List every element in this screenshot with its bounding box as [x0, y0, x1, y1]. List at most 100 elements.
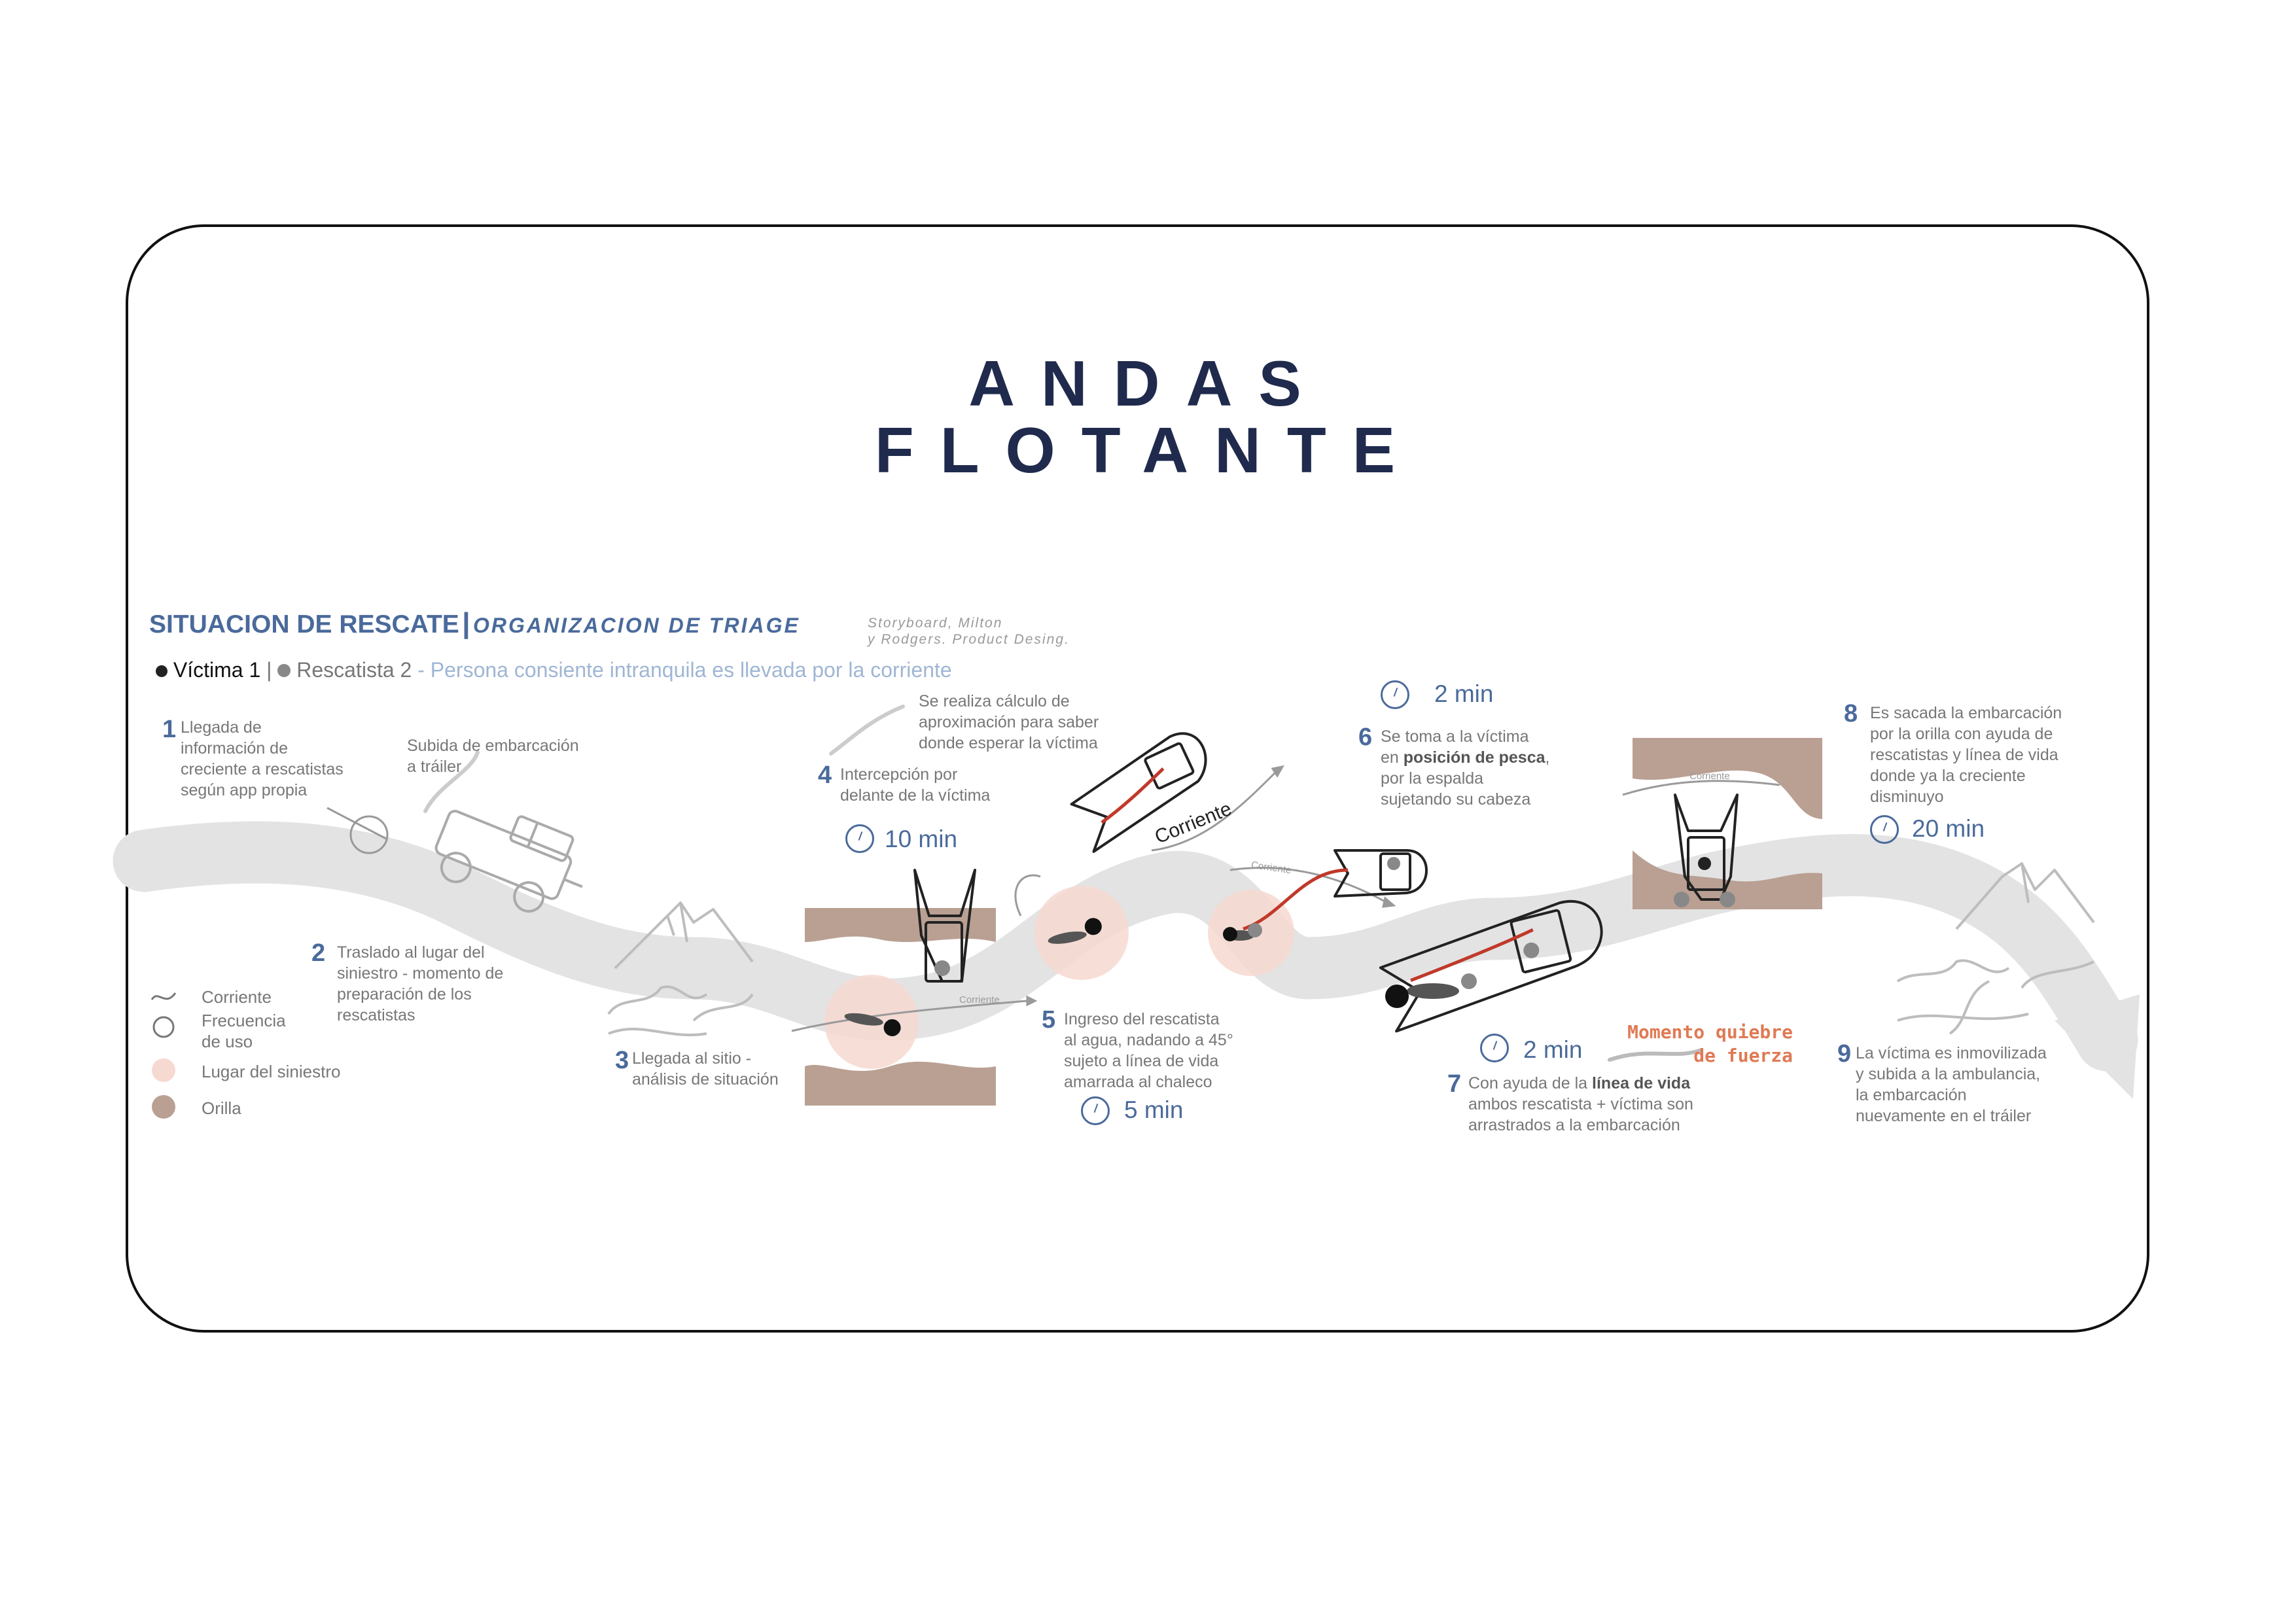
step-9-number: 9: [1837, 1040, 1852, 1068]
calc-note-line: donde esperar la víctima: [919, 734, 1098, 752]
step-2-text: Traslado al lugar del siniestro - moment…: [337, 942, 503, 1026]
mountain-left: [607, 901, 754, 1037]
timer-icon: [1480, 1034, 1509, 1062]
step-1-line: Llegada de: [181, 718, 262, 737]
step-8-line: por la orilla con ayuda de: [1870, 725, 2053, 743]
step-1-text: Llegada de información de creciente a re…: [181, 717, 344, 801]
step-6-line: sujetando su cabeza: [1381, 790, 1531, 809]
calc-note: Se realiza cálculo de aproximación para …: [919, 691, 1099, 754]
title-line-2: FLOTANTE: [874, 414, 1422, 486]
step-2-line: preparación de los: [337, 985, 472, 1003]
boat-step-6: [1243, 849, 1428, 931]
river-path: [113, 821, 2138, 1072]
header-credit: Storyboard, Milton y Rodgers. Product De…: [868, 615, 1070, 648]
timer-icon: [1081, 1096, 1110, 1125]
legend-site-icon: [152, 1058, 175, 1082]
step-4-time: 10 min: [885, 826, 958, 852]
step-1-line: información de: [181, 739, 288, 758]
victim-swimmer-3: [844, 1013, 901, 1037]
storyboard-frame: [126, 224, 2149, 1333]
step-6-number: 6: [1358, 724, 1373, 751]
actors-description: - Persona consiente intranquila es lleva…: [417, 658, 952, 682]
river-arrowhead: [2055, 994, 2140, 1099]
legend-frequency-icon: [152, 1016, 175, 1038]
step-5-line: al agua, nadando a 45°: [1064, 1031, 1233, 1049]
legend-current-label: Corriente: [202, 987, 272, 1007]
step-4-line: Intercepción por: [840, 765, 958, 784]
credit-line-2: y Rodgers. Product Desing.: [868, 632, 1070, 647]
step-5-number: 5: [1042, 1006, 1056, 1034]
current-arrow-step4-note: [829, 705, 905, 756]
corriente-small-3: Corriente: [1689, 771, 1730, 782]
step-1-line: creciente a rescatistas: [181, 760, 344, 778]
title-line-1: ANDAS: [968, 347, 1328, 419]
quiebre-swoosh: [1608, 1048, 1703, 1062]
step-4-number: 4: [818, 761, 832, 789]
step-9-line: nuevamente en el tráiler: [1856, 1107, 2032, 1125]
step-9-line: y subida a la ambulancia,: [1856, 1065, 2041, 1083]
step-9-line: La víctima es inmovilizada: [1856, 1044, 2047, 1062]
trailer-arrow: [423, 750, 480, 813]
step-8-line: rescatistas y línea de vida: [1870, 746, 2058, 764]
step-5-line: sujeto a línea de vida: [1064, 1052, 1219, 1070]
step-6-text: Se toma a la víctima en posición de pesc…: [1381, 726, 1549, 810]
step-5-text: Ingreso del rescatista al agua, nadando …: [1064, 1009, 1233, 1092]
legend-shore-label: Orilla: [202, 1098, 241, 1118]
step-7-line: ambos rescatista + víctima son: [1468, 1095, 1693, 1113]
step-6-text-part: ,: [1545, 748, 1550, 767]
step-8-line: donde ya la creciente: [1870, 767, 2026, 785]
credit-line-1: Storyboard, Milton: [868, 616, 1003, 631]
step-9-text: La víctima es inmovilizada y subida a la…: [1856, 1043, 2047, 1126]
step-6-time: 2 min: [1434, 680, 1494, 707]
step-5-time: 5 min: [1124, 1096, 1184, 1123]
quiebre-line: de fuerza: [1693, 1045, 1793, 1066]
quiebre-label: Momento quiebre de fuerza: [1597, 1021, 1793, 1068]
rescue-pair-6: [1223, 923, 1262, 941]
step-2-line: rescatistas: [337, 1006, 415, 1024]
legend-site-label: Lugar del siniestro: [202, 1062, 341, 1081]
legend-frequency-line-2: de uso: [202, 1032, 253, 1051]
step-3-number: 3: [615, 1047, 629, 1074]
boat-step-4: [913, 869, 976, 983]
actors-sep: |: [266, 658, 272, 682]
legend-frequency-label: Frecuencia de uso: [202, 1010, 286, 1052]
truck-trailer: [434, 809, 583, 913]
step-7-line: Con ayuda de la línea de vida: [1468, 1073, 1693, 1094]
step-8-number: 8: [1844, 700, 1858, 727]
step-2-line: siniestro - momento de: [337, 964, 504, 983]
calc-note-line: Se realiza cálculo de: [919, 692, 1070, 710]
step-1-line: según app propia: [181, 781, 308, 799]
section-header: SITUACION DE RESCATE | ORGANIZACION DE T…: [149, 607, 800, 640]
step-6-emphasis: posición de pesca: [1403, 748, 1545, 767]
step-3-text: Llegada al sitio - análisis de situación: [632, 1048, 779, 1090]
header-main: SITUACION DE RESCATE: [149, 610, 459, 638]
current-arrow-step6: [1229, 867, 1396, 908]
step-9-line: la embarcación: [1856, 1086, 1967, 1104]
step-8-time: 20 min: [1912, 815, 1985, 842]
rescuer-dot: [277, 664, 291, 677]
header-separator: |: [462, 607, 470, 639]
trailer-note-line: Subida de embarcación: [407, 737, 579, 755]
step-7-text: Con ayuda de la línea de vida ambos resc…: [1468, 1073, 1693, 1136]
victim-dot: [156, 665, 168, 677]
actors-legend: Víctima 1 | Rescatista 2 - Persona consi…: [156, 658, 952, 682]
header-sub: ORGANIZACION DE TRIAGE: [473, 614, 800, 637]
legend-current-icon: [150, 992, 177, 1000]
step-2-line: Traslado al lugar del: [337, 943, 485, 962]
step-4-text: Intercepción por delante de la víctima: [840, 764, 990, 806]
step-7-number: 7: [1447, 1070, 1462, 1098]
timer-icon: [1870, 815, 1899, 844]
step-8-text: Es sacada la embarcación por la orilla c…: [1870, 703, 2062, 807]
step-6-line: Se toma a la víctima: [1381, 727, 1529, 746]
app-connector: [327, 807, 387, 840]
trailer-note: Subida de embarcación a tráiler: [407, 735, 579, 777]
timer-icon: [1381, 680, 1409, 709]
rescue-pair-7: [1385, 973, 1477, 1008]
boat-step-8: [1674, 794, 1739, 907]
step-6-text-part: en: [1381, 748, 1404, 767]
boat-step-5: [1070, 732, 1207, 853]
trailer-note-line: a tráiler: [407, 758, 462, 776]
step-3-line: análisis de situación: [632, 1070, 779, 1089]
step-3-line: Llegada al sitio -: [632, 1049, 752, 1068]
